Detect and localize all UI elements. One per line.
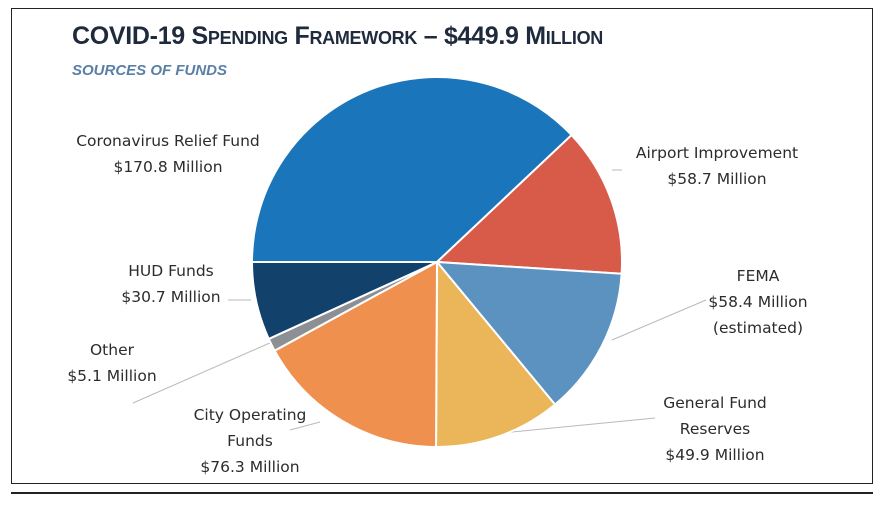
label-crf-amount: $170.8 Million xyxy=(113,158,223,176)
pie-slice-city-operating-funds xyxy=(273,261,438,448)
label-cof-amount: $76.3 Million xyxy=(200,458,300,476)
pie-slice-airport-improvement xyxy=(436,134,624,275)
pie-slice-coronavirus-relief-fund xyxy=(251,76,573,263)
bottom-rule xyxy=(11,492,873,494)
label-other-name: Other xyxy=(89,341,134,359)
leader-line-other xyxy=(132,341,273,404)
label-city-operating-funds: City Operating Funds $76.3 Million xyxy=(175,402,325,480)
label-airport-name: Airport Improvement xyxy=(635,144,799,162)
label-airport-amount: $58.7 Million xyxy=(667,170,767,188)
label-fema-name: FEMA xyxy=(736,267,780,285)
subtitle-text: Sources of Funds xyxy=(72,62,228,79)
label-airport-improvement: Airport Improvement $58.7 Million xyxy=(612,140,822,192)
leader-line-general-fund-reserves xyxy=(491,417,656,435)
label-hud-name: HUD Funds xyxy=(128,262,214,280)
label-general-fund-reserves: General Fund Reserves $49.9 Million xyxy=(640,390,790,468)
label-other-amount: $5.1 Million xyxy=(67,367,157,385)
label-fema-note: (estimated) xyxy=(712,319,804,337)
label-hud-amount: $30.7 Million xyxy=(121,288,221,306)
leader-line-fema xyxy=(611,299,707,341)
leader-line-city-operating-funds xyxy=(289,421,321,431)
chart-frame xyxy=(11,8,873,484)
chart-subtitle: Sources of Funds xyxy=(72,62,227,79)
label-gfr-name-2: Reserves xyxy=(679,420,751,438)
label-cof-name-1: City Operating xyxy=(193,406,307,424)
pie-slice-general-fund-reserves xyxy=(435,261,556,449)
label-fema-amount: $58.4 Million xyxy=(708,293,808,311)
label-gfr-name-1: General Fund xyxy=(663,394,767,412)
label-coronavirus-relief-fund: Coronavirus Relief Fund $170.8 Million xyxy=(52,128,284,180)
label-fema: FEMA $58.4 Million (estimated) xyxy=(688,263,828,341)
pie-slice-hud-funds xyxy=(251,261,438,340)
label-gfr-amount: $49.9 Million xyxy=(665,446,765,464)
pie-slice-fema xyxy=(436,261,623,406)
label-crf-name: Coronavirus Relief Fund xyxy=(76,132,260,150)
title-text: COVID-19 Spending Framework – $449.9 Mil… xyxy=(72,22,603,50)
label-hud-funds: HUD Funds $30.7 Million xyxy=(108,258,234,310)
chart-title: COVID-19 Spending Framework – $449.9 Mil… xyxy=(72,22,603,51)
label-other: Other $5.1 Million xyxy=(52,337,172,389)
label-cof-name-2: Funds xyxy=(227,432,273,450)
